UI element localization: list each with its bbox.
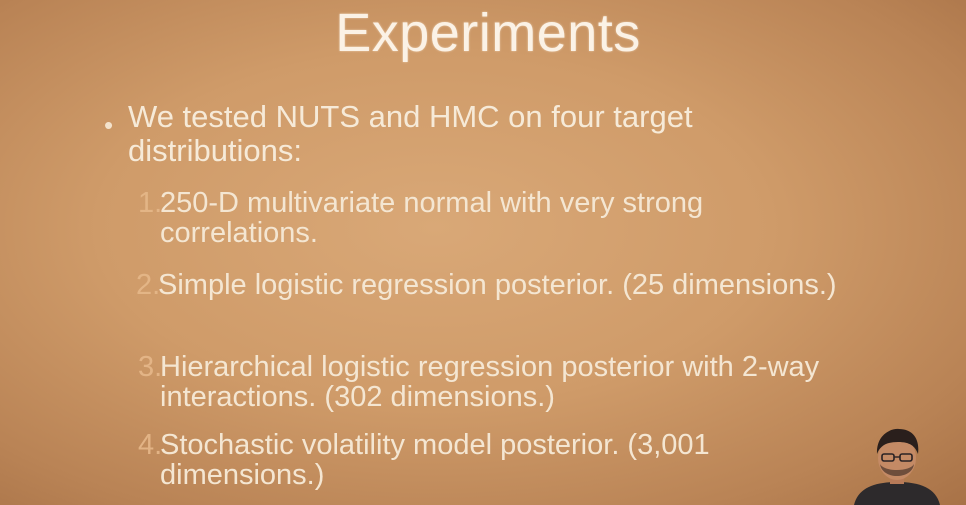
list-item-text: 250-D multivariate normal with very stro… [160,187,704,249]
slide-title: Experiments [335,3,641,63]
list-item-number: 3. [138,351,163,383]
bullet-dot-icon: • [104,110,114,140]
list-item-number: 1. [138,187,163,219]
list-item-text: Stochastic volatility model posterior. (… [160,429,710,491]
bullet-text: We tested NUTS and HMC on four target di… [128,99,693,168]
list-item-text: Simple logistic regression posterior. (2… [158,269,837,301]
list-item-number: 2. [136,269,161,301]
list-item-text: Hierarchical logistic regression posteri… [160,351,820,413]
presenter-figure [854,428,940,505]
list-item-number: 4. [138,429,163,461]
